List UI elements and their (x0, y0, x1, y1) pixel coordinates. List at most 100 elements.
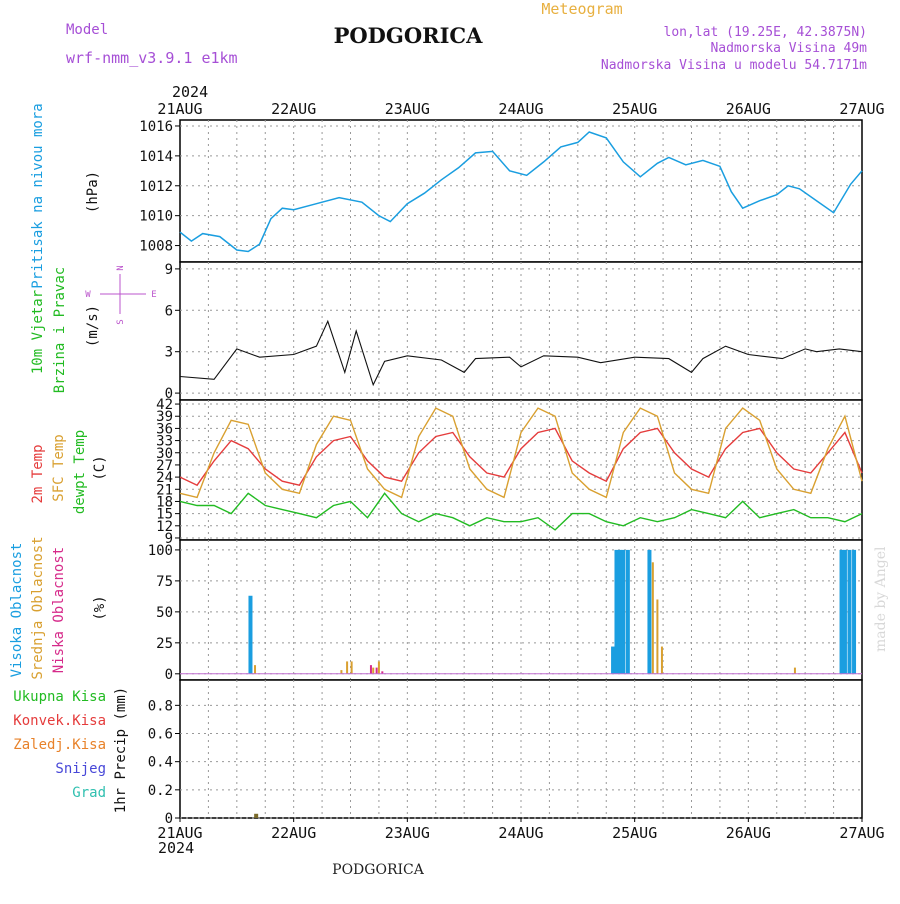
lonlat-text: lon,lat (19.25E, 42.3875N) (664, 25, 868, 40)
cloud-mid-bar (372, 667, 375, 674)
cloud-mid-bar (793, 667, 796, 674)
cloud-high-bar (852, 549, 857, 674)
page-title: PODGORICA (334, 23, 484, 48)
wind-frame (179, 261, 863, 401)
meteogram-label: Meteogram (541, 0, 622, 18)
precip-legend: Ukupna Kisa Konvek.Kisa Zaledj.Kisa Snij… (13, 689, 106, 801)
wind-ytick-label: 3 (165, 345, 173, 361)
x-tick-label: 27AUG (839, 100, 884, 118)
cloud-ytick-label: 100 (148, 543, 173, 559)
pressure-ytick-label: 1014 (139, 149, 173, 165)
temp-ytick-label: 33 (156, 434, 173, 450)
temp-ytick-label: 9 (165, 531, 173, 547)
cloud-ytick-label: 0 (165, 667, 173, 683)
precip-panel: 0 0.2 0.4 0.6 0.8 (148, 679, 863, 827)
temp-ytick-label: 24 (156, 470, 173, 486)
temp-ytick-label: 27 (156, 458, 173, 474)
temp-ytick-label: 36 (156, 421, 173, 437)
temp-ytick-label: 39 (156, 409, 173, 425)
legend-total-rain: Ukupna Kisa (13, 689, 106, 705)
pressure-frame (179, 119, 863, 263)
wind-ylabel-2: Brzina i Pravac (52, 267, 68, 393)
cloud-ytick-label: 25 (156, 636, 173, 652)
x-tick-label: 26AUG (726, 824, 771, 842)
x-tick-label: 24AUG (498, 100, 543, 118)
cloud-ytick-label: 50 (156, 605, 173, 621)
pressure-ylabel: Pritisak na nivou mora (30, 103, 46, 288)
wind-ylabel-1: 10m Vjetar (30, 290, 46, 374)
cloud-high-bar (847, 549, 852, 674)
compass-e: E (151, 290, 156, 300)
x-tick-label: 21AUG (157, 100, 202, 118)
model-altitude-text: Nadmorska Visina u modelu 54.7171m (601, 58, 867, 73)
temp-unit: (C) (92, 455, 108, 480)
cloud-low-bar (375, 667, 378, 674)
pressure-ytick-label: 1010 (139, 209, 173, 225)
x-tick-label: 27AUG (839, 824, 884, 842)
cloud-ylabel-mid: Srednja Oblacnost (30, 536, 46, 679)
precip-ylabel: 1hr Precip (mm) (113, 687, 129, 813)
cloud-high-bar (611, 646, 616, 674)
model-name: wrf-nmm_v3.9.1 e1km (66, 49, 238, 67)
precip-ytick-label: 0.2 (148, 783, 173, 799)
temp-ylabel-dew: dewpt Temp (72, 430, 88, 514)
model-label: Model (66, 22, 108, 38)
precip-ytick-label: 0.4 (148, 755, 173, 771)
cloud-ylabel-low: Niska Oblacnost (51, 547, 67, 673)
cloud-ytick-label: 75 (156, 574, 173, 590)
cloud-mid-bar (350, 661, 353, 674)
cloud-high-bar (614, 549, 619, 674)
temp-ytick-label: 12 (156, 519, 173, 535)
cloud-mid-bar (651, 562, 654, 674)
pressure-unit: (hPa) (85, 171, 101, 213)
temp-ytick-label: 21 (156, 482, 173, 498)
footer-city: PODGORICA (332, 862, 425, 878)
pressure-panel: 1008 1010 1012 1014 1016 (139, 119, 863, 266)
x-tick-label: 26AUG (726, 100, 771, 118)
cloud-mid-bar (346, 661, 349, 674)
temp-ylabel-2m: 2m Temp (30, 444, 46, 503)
wind-ytick-label: 6 (165, 303, 173, 319)
cloud-mid-bar (254, 665, 257, 674)
pressure-ytick-label: 1008 (139, 239, 173, 255)
temp-ytick-label: 15 (156, 507, 173, 523)
cloud-high-bar (839, 549, 844, 674)
cloud-low-bar (369, 665, 372, 674)
cloud-high-bar (248, 595, 253, 674)
precip-frame (179, 679, 863, 819)
pressure-ytick-label: 1016 (139, 119, 173, 135)
temp-ylabel-sfc: SFC Temp (51, 434, 67, 501)
cloud-panel: 0 25 50 75 100 (148, 539, 863, 684)
cloud-unit: (%) (92, 595, 108, 620)
cloud-mid-bar (656, 599, 659, 674)
cloud-high-bar (617, 549, 622, 674)
legend-hail: Grad (72, 785, 106, 801)
altitude-text: Nadmorska Visina 49m (710, 41, 867, 56)
year-top: 2024 (172, 83, 208, 101)
legend-frozen-rain: Zaledj.Kisa (13, 737, 106, 753)
wind-speed-line (179, 319, 863, 387)
x-tick-label: 22AUG (271, 100, 316, 118)
x-tick-label: 21AUG (157, 824, 202, 842)
x-tick-labels-bottom: 21AUG 22AUG 23AUG 24AUG 25AUG 26AUG 27AUG (157, 824, 884, 842)
temp-ytick-label: 42 (156, 397, 173, 413)
x-tick-label: 25AUG (612, 100, 657, 118)
cloud-ylabel-high: Visoka Oblacnost (9, 543, 25, 678)
precip-ytick-label: 0 (165, 811, 173, 827)
cloud-high-bar (625, 549, 630, 674)
compass-rose: N W E S (85, 265, 156, 324)
year-bottom: 2024 (158, 839, 194, 857)
legend-snow: Snijeg (55, 761, 106, 777)
wind-ytick-label: 0 (165, 386, 173, 402)
precip-ytick-label: 0.6 (148, 727, 173, 743)
wind-ytick-label: 9 (165, 262, 173, 278)
x-tick-label: 24AUG (498, 824, 543, 842)
cloud-mid-bar (377, 661, 380, 674)
precip-total-bar (254, 813, 259, 818)
cloud-high-bar (621, 549, 626, 674)
credit-text: made by Angel (873, 546, 889, 652)
x-tick-label: 25AUG (612, 824, 657, 842)
temp-sfc-line (179, 407, 863, 499)
